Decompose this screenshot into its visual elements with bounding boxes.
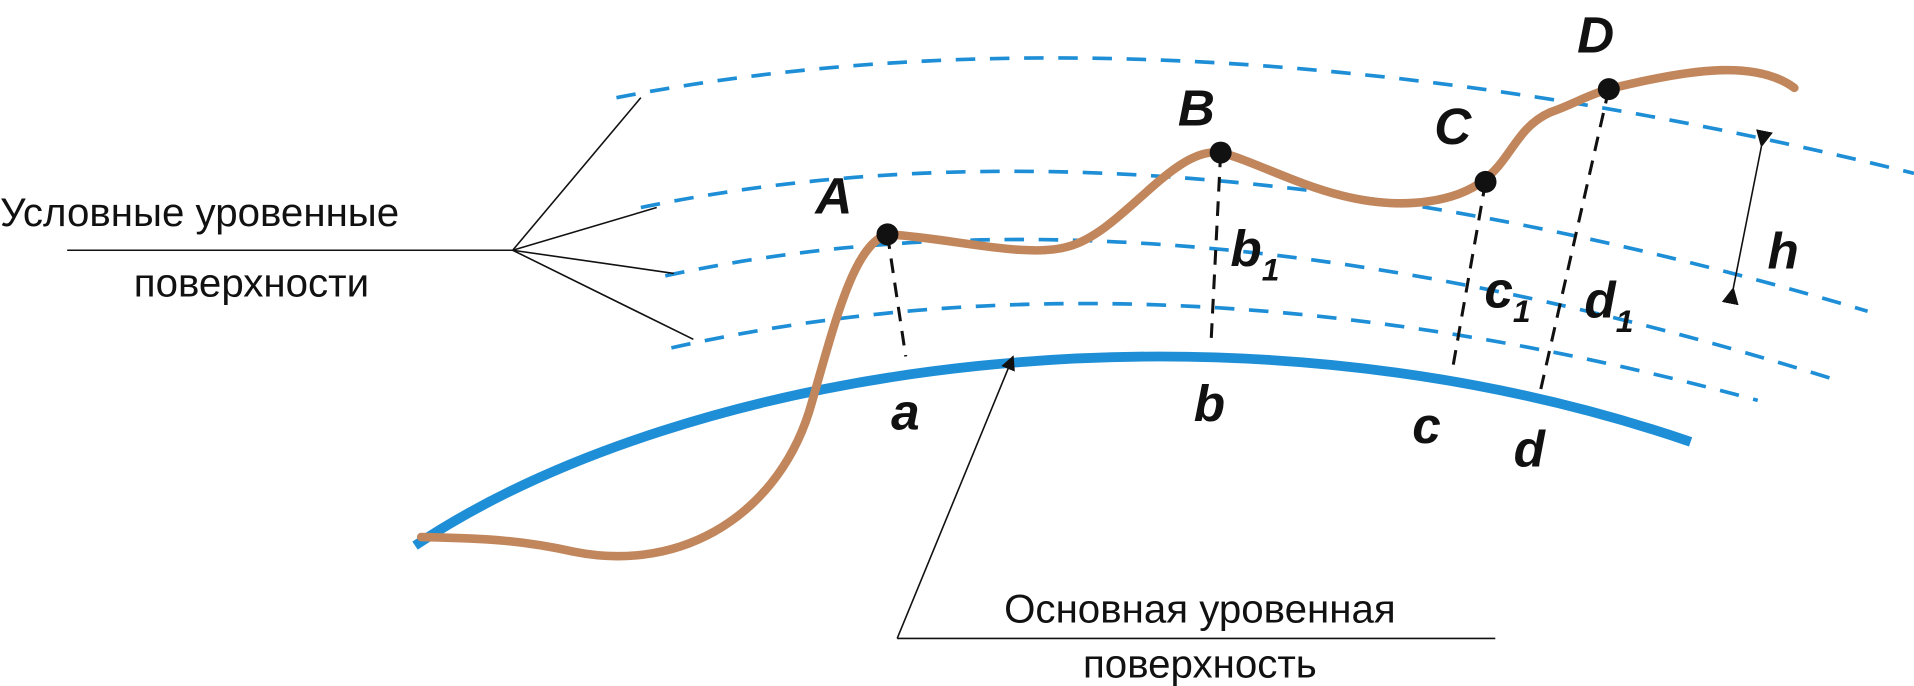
caption-conditional-leaders	[512, 97, 694, 341]
caption-main-leader	[896, 355, 1015, 639]
level-surface-4	[670, 301, 1759, 403]
level-surface-2	[640, 169, 1869, 314]
label-c: c	[1412, 397, 1441, 454]
label-a: a	[891, 384, 920, 441]
caption-conditional-line2: поверхности	[134, 261, 369, 306]
label-C: C	[1434, 98, 1472, 155]
point-C	[1474, 170, 1497, 193]
label-B: B	[1178, 80, 1215, 137]
label-D: D	[1577, 6, 1614, 63]
label-d1: d1	[1584, 271, 1633, 339]
point-A	[876, 223, 899, 246]
caption-conditional-line1: Условные уровенные	[0, 190, 399, 235]
projection-lines	[885, 88, 1611, 391]
label-A: A	[813, 168, 852, 225]
point-D	[1597, 78, 1620, 101]
terrain-profile	[416, 65, 1799, 561]
level-surface-1	[616, 56, 1914, 176]
terrain-points	[876, 78, 1620, 246]
label-d: d	[1514, 420, 1547, 477]
height-arrow	[1721, 129, 1773, 306]
level-surface-3	[664, 237, 1832, 381]
conditional-level-surfaces	[616, 56, 1914, 403]
projection-c	[1451, 181, 1488, 369]
projection-b	[1209, 152, 1223, 346]
label-b1: b1	[1230, 220, 1279, 288]
projection-d	[1538, 88, 1611, 391]
label-c1: c1	[1484, 262, 1530, 330]
point-B	[1209, 141, 1232, 164]
label-b: b	[1194, 375, 1225, 432]
caption-main-line1: Основная уровенная	[1004, 587, 1396, 632]
caption-main-line2: поверхность	[1083, 641, 1317, 686]
main-level-surface	[412, 351, 1693, 550]
label-h: h	[1768, 223, 1799, 280]
projection-a	[885, 234, 908, 357]
